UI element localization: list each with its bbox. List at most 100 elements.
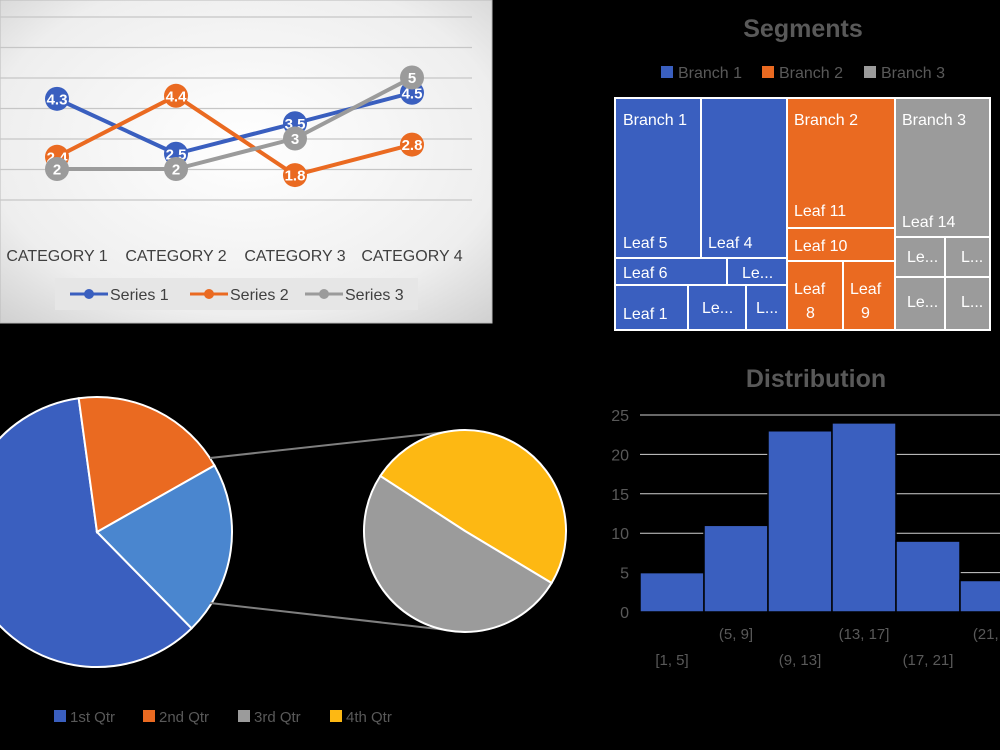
histogram-bar bbox=[831, 422, 897, 613]
line-legend-marker bbox=[84, 289, 94, 299]
histogram-chart: Distribution 0 5 10 15 20 25 [1, 5] (5, 9] (9, … bbox=[611, 365, 1000, 669]
pie-legend-label: 4th Qtr bbox=[346, 709, 392, 726]
treemap-cell bbox=[944, 276, 991, 331]
pie-legend-swatch bbox=[330, 710, 342, 722]
treemap-leaf-label: L... bbox=[961, 294, 983, 311]
histogram-y-tick-label: 20 bbox=[611, 447, 629, 464]
pie-legend-swatch bbox=[54, 710, 66, 722]
line-chart-legend: Series 1 Series 2 Series 3 bbox=[70, 287, 404, 304]
histogram-bar bbox=[959, 579, 1000, 613]
treemap-title: Segments bbox=[743, 15, 862, 43]
treemap-cell bbox=[687, 284, 747, 331]
line-series-3 bbox=[57, 75, 413, 171]
treemap-leaf-label: 8 bbox=[806, 305, 815, 322]
secondary-pie bbox=[363, 428, 567, 633]
treemap-chart: Segments Branch 1 Branch 2 Branch 3 Branch… bbox=[614, 15, 991, 331]
treemap-leaf-label: Leaf 11 bbox=[794, 203, 846, 220]
line-data-label: 3 bbox=[291, 131, 299, 148]
line-point-s3-c3 bbox=[283, 126, 307, 151]
treemap-branch-label: Branch 2 bbox=[794, 112, 858, 129]
treemap-cell bbox=[894, 97, 991, 238]
pie-legend-swatch bbox=[143, 710, 155, 722]
line-x-tick-label: CATEGORY 2 bbox=[125, 248, 226, 265]
treemap-legend-swatch bbox=[762, 66, 774, 78]
line-point-s3-c4 bbox=[400, 65, 424, 90]
line-data-label: 2 bbox=[53, 162, 61, 179]
treemap-leaf-label: Le... bbox=[907, 294, 938, 311]
line-data-label: 2 bbox=[172, 162, 180, 179]
histogram-title: Distribution bbox=[746, 365, 886, 393]
pie-slice-2nd-qtr bbox=[77, 396, 216, 534]
histogram-x-axis-labels: [1, 5] (5, 9] (9, 13] (13, 17] (17, 21] (21, … bbox=[655, 626, 1000, 669]
line-x-tick-label: CATEGORY 1 bbox=[6, 248, 107, 265]
treemap-cell bbox=[842, 260, 896, 331]
pie-of-pie-chart: 1st Qtr 2nd Qtr 3rd Qtr 4th Qtr bbox=[0, 396, 567, 726]
treemap-leaf-label: Leaf 10 bbox=[794, 238, 847, 255]
line-legend-label: Series 2 bbox=[230, 287, 289, 304]
pie-legend-label: 3rd Qtr bbox=[254, 709, 301, 726]
treemap-leaf-label: Leaf 14 bbox=[902, 214, 955, 231]
line-data-label: 4.4 bbox=[166, 88, 188, 105]
histogram-y-tick-label: 5 bbox=[620, 566, 629, 583]
line-point-s3-c2 bbox=[164, 157, 188, 181]
line-legend-marker bbox=[204, 289, 214, 299]
treemap-cell bbox=[700, 97, 788, 259]
line-data-label: 5 bbox=[408, 70, 416, 87]
treemap-legend-swatch bbox=[864, 66, 876, 78]
histogram-y-tick-label: 10 bbox=[611, 526, 629, 543]
line-legend-label: Series 1 bbox=[110, 287, 169, 304]
histogram-bar bbox=[703, 524, 769, 613]
treemap-branch-label: Branch 1 bbox=[623, 112, 687, 129]
line-legend-label: Series 3 bbox=[345, 287, 404, 304]
histogram-y-tick-label: 0 bbox=[620, 605, 629, 622]
line-chart-legend-box bbox=[55, 278, 418, 310]
line-data-label: 4.3 bbox=[47, 91, 68, 108]
pie-slice-split-group bbox=[95, 464, 233, 630]
pie-legend-label: 2nd Qtr bbox=[159, 709, 209, 726]
pie-legend: 1st Qtr 2nd Qtr 3rd Qtr 4th Qtr bbox=[54, 709, 392, 726]
line-data-label: 2.8 bbox=[402, 137, 423, 154]
treemap-leaf-label: Leaf bbox=[794, 281, 826, 298]
treemap-leaf-label: L... bbox=[756, 300, 778, 317]
line-series-2 bbox=[56, 93, 413, 178]
line-x-tick-label: CATEGORY 4 bbox=[361, 248, 462, 265]
treemap-cell bbox=[614, 284, 689, 331]
histogram-y-axis-labels: 0 5 10 15 20 25 bbox=[611, 408, 629, 622]
histogram-x-tick-label: (5, 9] bbox=[719, 626, 753, 643]
treemap-leaf-label: Leaf 1 bbox=[623, 306, 668, 323]
histogram-x-tick-label: [1, 5] bbox=[655, 652, 688, 669]
main-pie bbox=[0, 396, 233, 668]
line-legend-marker bbox=[319, 289, 329, 299]
line-data-label: 4.5 bbox=[402, 85, 423, 102]
treemap-legend-swatch bbox=[661, 66, 673, 78]
treemap-leaf-label: Leaf 6 bbox=[623, 265, 668, 282]
treemap-cell bbox=[614, 257, 728, 286]
secondary-slice-4th-qtr bbox=[378, 428, 567, 585]
line-chart-x-axis-labels: CATEGORY 1 CATEGORY 2 CATEGORY 3 CATEGORY 4 bbox=[6, 248, 462, 265]
treemap-leaf-label: Le... bbox=[702, 300, 733, 317]
treemap-leaf-label: 9 bbox=[861, 305, 870, 322]
histogram-bar bbox=[767, 430, 833, 613]
treemap-legend-label: Branch 3 bbox=[881, 65, 945, 82]
histogram-bar bbox=[639, 571, 705, 613]
treemap-leaf-label: Le... bbox=[742, 265, 773, 282]
treemap-branch-label: Branch 3 bbox=[902, 112, 966, 129]
histogram-x-tick-label: (17, 21] bbox=[903, 652, 954, 669]
treemap-leaf-label: Leaf 5 bbox=[623, 235, 668, 252]
histogram-bars bbox=[639, 422, 1000, 613]
pie-connector-line-bottom bbox=[209, 602, 466, 633]
histogram-y-tick-label: 25 bbox=[611, 408, 629, 425]
histogram-bar bbox=[895, 540, 961, 613]
line-chart-panel bbox=[0, 0, 493, 324]
line-point-s2-c2 bbox=[164, 83, 188, 108]
treemap-leaf-label: Leaf bbox=[850, 281, 882, 298]
histogram-y-tick-label: 15 bbox=[611, 487, 629, 504]
histogram-x-tick-label: (13, 17] bbox=[839, 626, 890, 643]
treemap-legend: Branch 1 Branch 2 Branch 3 bbox=[661, 65, 945, 82]
treemap-cells: Branch 1 Branch 2 Branch 3 Leaf 5 Leaf 4 Leaf… bbox=[614, 97, 991, 331]
line-point-s3-c1 bbox=[45, 157, 69, 181]
pie-slice-1st-qtr bbox=[0, 397, 194, 668]
